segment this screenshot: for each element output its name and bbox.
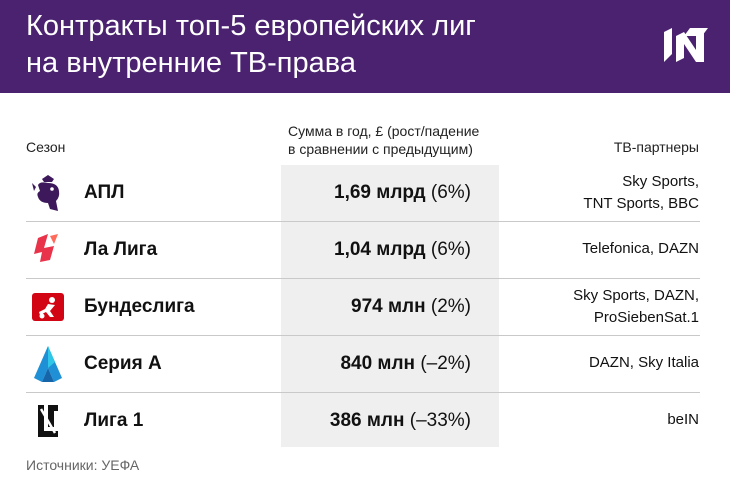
sum-amount: 1,69 млрд <box>334 182 426 203</box>
league-name: АПЛ <box>84 182 125 203</box>
league-name: Ла Лига <box>84 239 158 260</box>
sum-amount: 386 млн <box>329 410 405 431</box>
bundesliga-logo-icon <box>32 293 64 321</box>
table-row: Серия А 840 млн (–2%) DAZN, Sky Italia <box>0 336 730 392</box>
sum-change: (–33%) <box>409 410 471 431</box>
column-header-season: Сезон <box>26 139 66 155</box>
premier-league-logo-icon <box>32 175 60 211</box>
table-row: Бундеслига 974 млн (2%) Sky Sports, DAZN… <box>0 279 730 335</box>
row-divider <box>26 335 700 336</box>
sum-column-background <box>281 165 499 447</box>
sum-value: 1,04 млрд (6%) <box>281 238 471 262</box>
sum-amount: 1,04 млрд <box>334 239 426 260</box>
row-divider <box>26 392 700 393</box>
laliga-logo-icon <box>34 234 58 262</box>
partners-cell: beIN <box>499 409 699 431</box>
sum-value: 1,69 млрд (6%) <box>281 181 471 205</box>
partners-line-2: ProSiebenSat.1 <box>593 309 699 326</box>
sum-change: (–2%) <box>420 353 471 374</box>
sum-change: (2%) <box>430 296 471 317</box>
serie-a-logo-icon <box>34 346 62 382</box>
title-line-2: на внутренние ТВ-права <box>26 47 356 79</box>
page-title: Контракты топ-5 европейских лиг на внутр… <box>26 8 626 82</box>
partners-line-1: Sky Sports, DAZN, <box>573 287 699 304</box>
sum-change: (6%) <box>430 239 471 260</box>
header-banner: Контракты топ-5 европейских лиг на внутр… <box>0 0 730 93</box>
league-name: Серия А <box>84 353 162 374</box>
sum-change: (6%) <box>430 182 471 203</box>
column-header-sum-line-2: в сравнении с предыдущим) <box>288 141 473 157</box>
partners-cell: Sky Sports, TNT Sports, BBC <box>499 171 699 215</box>
partners-cell: Sky Sports, DAZN, ProSiebenSat.1 <box>499 285 699 329</box>
column-header-partners: ТВ-партнеры <box>613 139 699 155</box>
partners-line-1: DAZN, Sky Italia <box>588 354 699 371</box>
column-header-sum: Сумма в год, £ (рост/падение в сравнении… <box>288 122 508 158</box>
league-name: Бундеслига <box>84 296 195 317</box>
sum-value: 974 млн (2%) <box>281 295 471 319</box>
sum-amount: 974 млн <box>351 296 426 317</box>
partners-line-1: Sky Sports, <box>622 173 699 190</box>
ligue-1-logo-icon <box>38 405 58 437</box>
source-note: Источники: УЕФА <box>26 457 140 473</box>
table-row: Ла Лига 1,04 млрд (6%) Telefonica, DAZN <box>0 222 730 278</box>
row-divider <box>26 278 700 279</box>
league-name: Лига 1 <box>84 410 144 431</box>
sum-value: 386 млн (–33%) <box>281 409 471 433</box>
table-row: АПЛ 1,69 млрд (6%) Sky Sports, TNT Sport… <box>0 165 730 221</box>
partners-line-2: TNT Sports, BBC <box>583 195 699 212</box>
sum-value: 840 млн (–2%) <box>281 352 471 376</box>
partners-line-1: beIN <box>667 411 699 428</box>
sum-amount: 840 млн <box>340 353 416 374</box>
row-divider <box>26 221 700 222</box>
partners-cell: DAZN, Sky Italia <box>499 352 699 374</box>
title-line-1: Контракты топ-5 европейских лиг <box>26 10 476 42</box>
table-row: Лига 1 386 млн (–33%) beIN <box>0 393 730 449</box>
publisher-logo-icon <box>664 28 708 62</box>
column-header-sum-line-1: Сумма в год, £ (рост/падение <box>288 123 480 139</box>
partners-line-1: Telefonica, DAZN <box>582 240 699 257</box>
partners-cell: Telefonica, DAZN <box>499 238 699 260</box>
